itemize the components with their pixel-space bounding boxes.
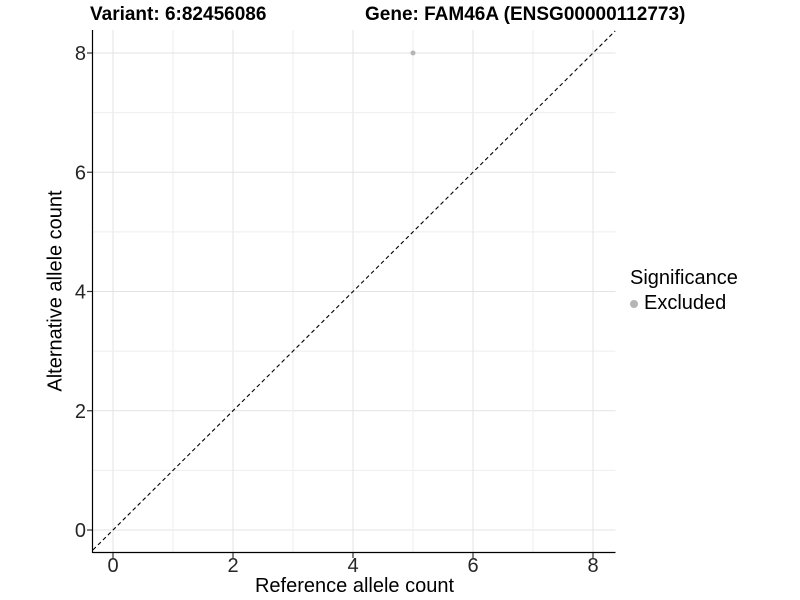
legend: Significance Excluded: [630, 267, 738, 315]
y-tick-label: 6: [75, 162, 86, 184]
identity-reference-line: [92, 30, 616, 551]
x-tick-label: 4: [347, 555, 358, 577]
legend-point-icon: [630, 299, 638, 308]
y-tick-label: 4: [75, 282, 86, 304]
data-point: [410, 50, 416, 56]
x-tick-label: 6: [467, 555, 478, 577]
x-tick-label: 0: [107, 555, 118, 577]
legend-item-label: Excluded: [644, 292, 727, 314]
y-tick-label: 0: [75, 520, 86, 542]
y-axis-title: Alternative allele count: [44, 190, 67, 392]
y-tick-label: 2: [75, 401, 86, 423]
legend-item-excluded: Excluded: [630, 292, 738, 315]
legend-title: Significance: [630, 267, 738, 289]
x-tick-label: 8: [587, 555, 598, 577]
y-tick-label: 8: [75, 43, 86, 65]
x-axis-title: Reference allele count: [254, 575, 454, 597]
variant-title: Variant: 6:82456086: [90, 4, 267, 25]
x-tick-label: 2: [227, 555, 238, 577]
gene-title: Gene: FAM46A (ENSG00000112773): [365, 4, 686, 25]
